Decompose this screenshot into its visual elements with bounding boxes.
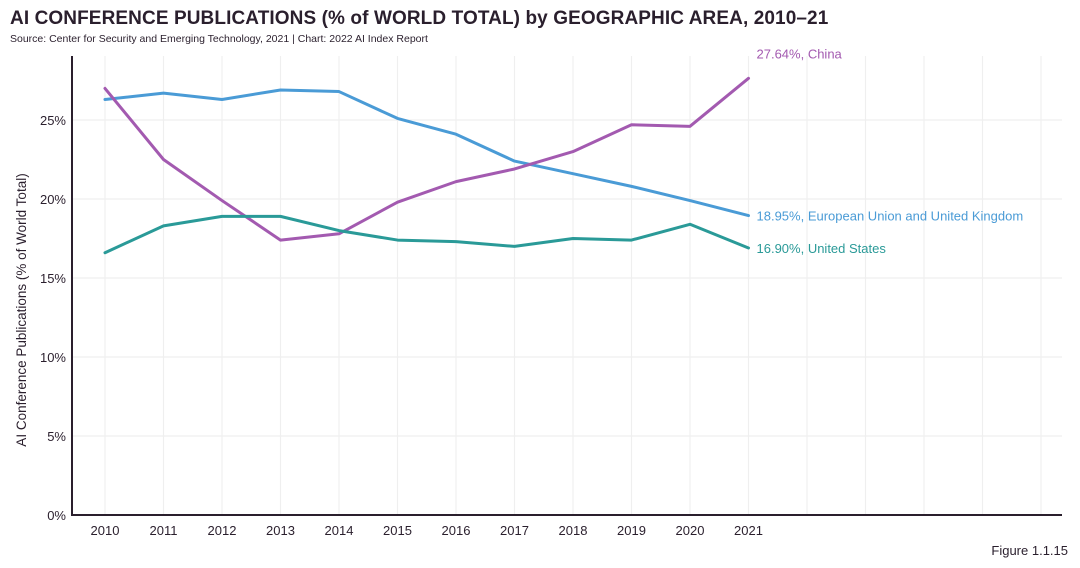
x-tick-label: 2021 [734, 523, 763, 538]
x-tick-labels: 2010 2011 2012 2013 2014 2015 2016 2017 2018 2019… [91, 523, 763, 538]
y-tick-label: 5% [47, 429, 66, 444]
series-line-european-union-and-united-kingdom [103, 88, 750, 218]
x-tick-label: 2014 [325, 523, 354, 538]
x-tick-label: 2015 [383, 523, 412, 538]
x-tick-label: 2011 [150, 523, 178, 538]
x-tick-label: 2013 [266, 523, 295, 538]
series-line-china [103, 76, 750, 242]
end-label-china: 27.64%, China [757, 46, 843, 61]
y-tick-labels: 0% 5% 10% 15% 20% 25% [40, 113, 66, 523]
x-tick-label: 2012 [208, 523, 237, 538]
x-tick-label: 2018 [559, 523, 588, 538]
x-tick-label: 2010 [91, 523, 120, 538]
end-label-european-union-and-united-kingdom: 18.95%, European Union and United Kingdo… [757, 209, 1024, 224]
end-label-united-states: 16.90%, United States [757, 241, 887, 256]
series-line-united-states [103, 214, 750, 255]
chart-title: AI CONFERENCE PUBLICATIONS (% of WORLD T… [10, 8, 829, 29]
gridlines [72, 56, 1062, 515]
x-tick-label: 2020 [676, 523, 705, 538]
series-end-labels: 18.95%, European Union and United Kingdo… [757, 46, 1024, 256]
y-tick-label: 25% [40, 113, 66, 128]
series-lines [103, 76, 750, 255]
y-axis-label: AI Conference Publications (% of World T… [14, 173, 29, 446]
y-tick-label: 10% [40, 350, 66, 365]
chart-subtitle: Source: Center for Security and Emerging… [10, 33, 428, 45]
y-tick-label: 0% [47, 508, 66, 523]
y-tick-label: 20% [40, 192, 66, 207]
axes [71, 56, 1062, 516]
y-tick-label: 15% [40, 271, 66, 286]
x-tick-label: 2016 [442, 523, 471, 538]
x-tick-label: 2017 [500, 523, 529, 538]
x-tick-label: 2019 [617, 523, 646, 538]
figure-label: Figure 1.1.15 [991, 543, 1068, 558]
